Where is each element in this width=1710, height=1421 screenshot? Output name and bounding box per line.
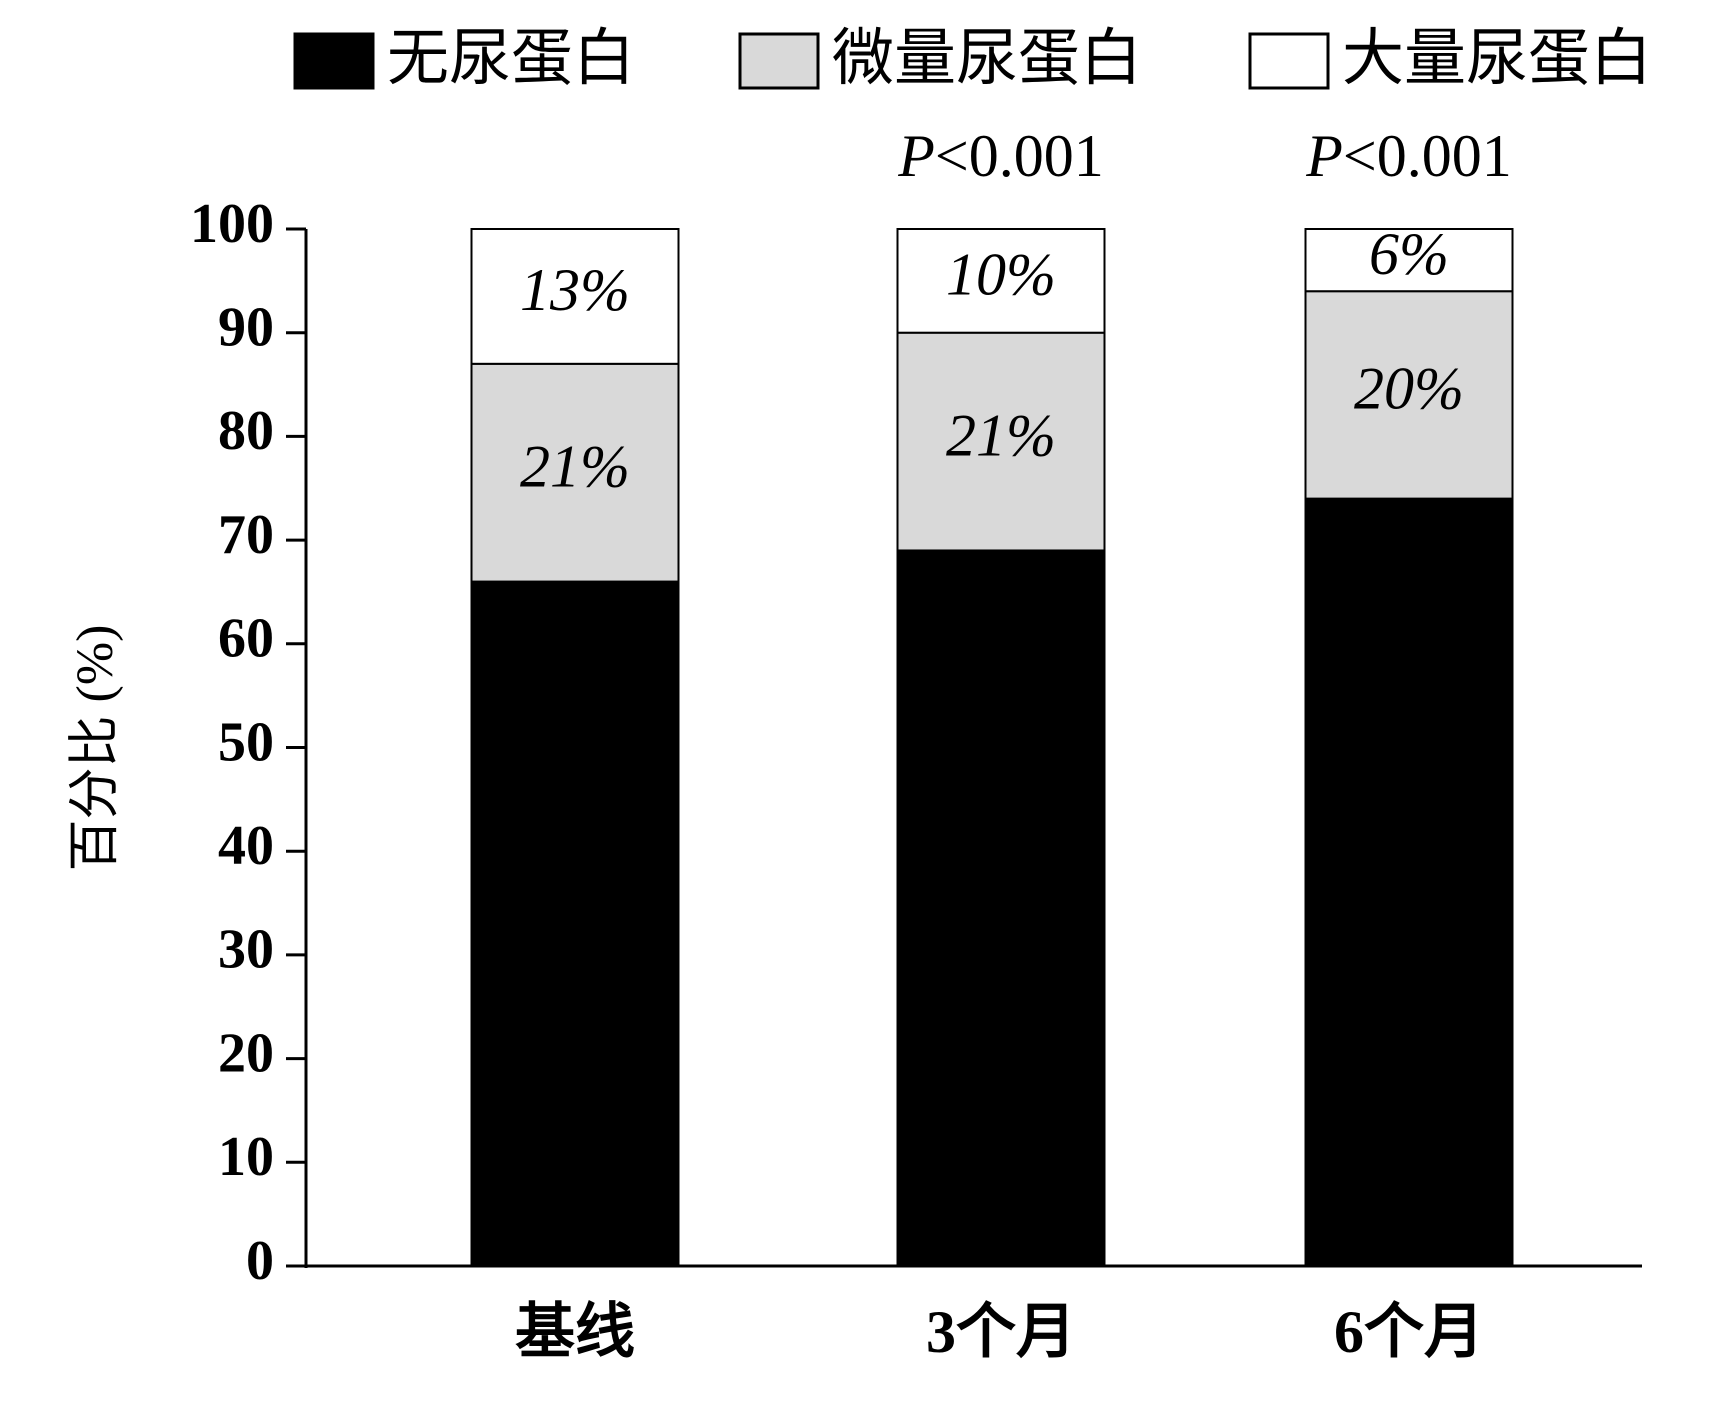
y-tick-label: 50 [218, 711, 274, 773]
legend-swatch [738, 32, 820, 90]
y-tick-label: 60 [218, 608, 274, 670]
value-label: 13% [520, 257, 630, 323]
annotation: P<0.001 [1305, 123, 1512, 189]
x-tick-label: 基线 [515, 1299, 635, 1365]
annotation: P<0.001 [897, 123, 1104, 189]
value-label: 66% [520, 885, 630, 951]
bar-segment [1304, 228, 1514, 293]
y-tick-label: 40 [218, 815, 274, 877]
value-label: 21% [946, 402, 1056, 468]
value-label: 69% [946, 869, 1056, 935]
legend-swatch [1248, 32, 1330, 90]
legend-swatch [293, 32, 375, 90]
value-label: 10% [946, 242, 1056, 308]
legend-label: 微量尿蛋白 [832, 21, 1142, 94]
bar-segment [470, 362, 680, 583]
bar-segment [1304, 497, 1514, 1267]
value-label: 21% [520, 433, 630, 499]
legend-label: 大量尿蛋白 [1342, 21, 1652, 94]
bar-segment [470, 228, 680, 365]
value-label: 20% [1354, 356, 1464, 422]
y-axis-label: 百分比 (%) [67, 625, 124, 872]
y-tick-label: 0 [246, 1230, 274, 1292]
x-tick-label: 3个月 [926, 1299, 1076, 1365]
y-tick-label: 70 [218, 504, 274, 566]
bar-segment [896, 549, 1106, 1267]
y-tick-label: 10 [218, 1126, 274, 1188]
legend-label: 无尿蛋白 [387, 21, 635, 94]
value-label: 74% [1354, 843, 1464, 909]
y-tick-label: 90 [218, 297, 274, 359]
bar-segment [896, 331, 1106, 552]
y-tick-label: 80 [218, 400, 274, 462]
bar-segment [1304, 290, 1514, 500]
x-tick-label: 6个月 [1334, 1299, 1484, 1365]
value-label: 6% [1369, 221, 1449, 287]
y-tick-label: 30 [218, 919, 274, 981]
bar-segment [896, 228, 1106, 334]
y-tick-label: 100 [190, 193, 274, 255]
bar-segment [470, 580, 680, 1267]
y-tick-label: 20 [218, 1022, 274, 1084]
